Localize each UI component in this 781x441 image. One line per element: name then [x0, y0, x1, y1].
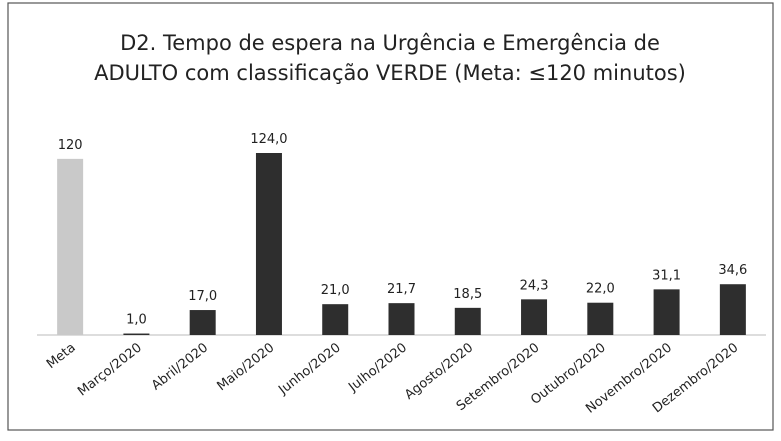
- data-label: 1,0: [126, 313, 147, 328]
- bar: [587, 302, 614, 335]
- bar: [521, 299, 548, 335]
- data-label: 17,0: [188, 289, 217, 304]
- bar: [189, 310, 216, 335]
- x-tick-label: Abril/2020: [149, 340, 211, 393]
- bar: [255, 153, 282, 335]
- bar: [653, 289, 680, 335]
- frame: [7, 2, 774, 431]
- x-tick-label: Maio/2020: [214, 340, 277, 394]
- bar: [388, 303, 415, 335]
- data-label: 18,5: [453, 287, 482, 302]
- x-tick-label: Junho/2020: [275, 340, 343, 398]
- bar: [454, 307, 481, 335]
- data-label: 21,7: [387, 282, 416, 297]
- bar: [322, 304, 349, 335]
- data-label: 34,6: [718, 263, 747, 278]
- data-label: 22,0: [586, 282, 615, 297]
- bar: [57, 158, 84, 335]
- data-label: 31,1: [652, 268, 681, 283]
- chart-title: D2. Tempo de espera na Urgência e Emergê…: [94, 31, 686, 85]
- bar: [123, 333, 150, 335]
- x-tick-label: Julho/2020: [345, 340, 410, 395]
- bar: [719, 284, 746, 335]
- data-label: 124,0: [250, 132, 287, 147]
- data-label: 24,3: [520, 278, 549, 293]
- x-tick-label: Meta: [44, 340, 79, 372]
- x-tick-label: Março/2020: [75, 340, 145, 399]
- data-label: 21,0: [321, 283, 350, 298]
- data-label: 120: [58, 138, 83, 153]
